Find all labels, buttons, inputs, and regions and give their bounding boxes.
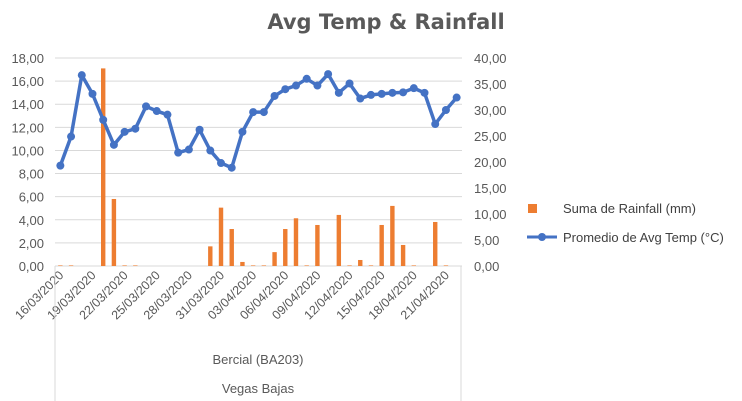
temp-marker xyxy=(217,159,226,168)
rainfall-bar xyxy=(208,246,213,266)
rainfall-bar xyxy=(390,205,395,266)
right-axis-tick-label: 30,00 xyxy=(474,103,507,118)
temp-marker xyxy=(88,89,97,98)
rainfall-bar xyxy=(443,265,449,266)
temp-marker xyxy=(388,88,397,97)
rainfall-bar xyxy=(411,265,417,266)
legend-rainfall-swatch xyxy=(528,204,537,213)
temp-marker xyxy=(174,148,183,157)
right-axis-tick-label: 40,00 xyxy=(474,51,507,66)
temp-marker xyxy=(356,94,365,103)
temp-marker xyxy=(184,145,193,154)
temp-marker xyxy=(313,81,322,90)
temp-marker xyxy=(291,81,300,90)
left-axis-tick-label: 12,00 xyxy=(11,120,44,135)
rainfall-bar xyxy=(250,265,256,266)
temp-marker xyxy=(77,71,86,80)
left-axis-tick-label: 4,00 xyxy=(19,213,44,228)
right-axis-tick-label: 20,00 xyxy=(474,155,507,170)
left-axis-tick-label: 6,00 xyxy=(19,190,44,205)
legend-temp-marker xyxy=(538,233,546,241)
temp-marker xyxy=(334,88,343,97)
left-axis-tick-label: 14,00 xyxy=(11,97,44,112)
rainfall-bar xyxy=(58,265,63,266)
temp-marker xyxy=(238,127,247,136)
rainfall-bar xyxy=(240,261,245,266)
rainfall-bar xyxy=(304,265,309,266)
temp-marker xyxy=(56,161,65,170)
right-axis-tick-label: 5,00 xyxy=(474,233,499,248)
temp-marker xyxy=(206,146,215,155)
rainfall-bar xyxy=(272,252,277,266)
right-axis-tick-label: 25,00 xyxy=(474,129,507,144)
left-axis-tick-label: 10,00 xyxy=(11,143,44,158)
left-axis-tick-label: 18,00 xyxy=(11,51,44,66)
rainfall-bar xyxy=(336,214,342,266)
right-axis-tick-label: 0,00 xyxy=(474,259,499,274)
group-label-station: Bercial (BA203) xyxy=(212,352,303,367)
rainfall-bar xyxy=(368,265,374,266)
rainfall-bar xyxy=(400,244,406,266)
legend-temp-label: Promedio de Avg Temp (°C) xyxy=(563,230,724,245)
rainfall-bar xyxy=(293,218,299,266)
rainfall-bar xyxy=(100,68,106,267)
rainfall-bar xyxy=(111,198,117,266)
rainfall-bar xyxy=(283,229,288,266)
temp-marker xyxy=(366,90,375,99)
rainfall-bar xyxy=(347,265,352,266)
right-axis-tick-label: 35,00 xyxy=(474,77,507,92)
temp-marker xyxy=(131,124,140,133)
temp-marker xyxy=(281,85,290,94)
temp-marker xyxy=(431,120,440,129)
legend-rainfall-label: Suma de Rainfall (mm) xyxy=(563,201,696,216)
rainfall-bar xyxy=(358,259,363,266)
temp-marker xyxy=(345,79,354,88)
legend: Suma de Rainfall (mm) Promedio de Avg Te… xyxy=(527,201,724,245)
temp-marker xyxy=(142,102,151,111)
temp-marker xyxy=(99,115,108,124)
temp-marker xyxy=(441,106,450,114)
left-axis-tick-label: 2,00 xyxy=(19,236,44,251)
left-axis-tick-label: 8,00 xyxy=(19,167,44,182)
temp-marker xyxy=(120,127,129,136)
temp-marker xyxy=(420,88,429,97)
group-label-region: Vegas Bajas xyxy=(222,381,295,396)
right-axis-tick-label: 15,00 xyxy=(474,181,507,196)
rainfall-bar xyxy=(379,224,384,266)
temp-marker xyxy=(259,108,268,117)
left-axis-tick-label: 0,00 xyxy=(19,259,44,274)
chart-title: Avg Temp & Rainfall xyxy=(267,10,504,34)
temp-marker xyxy=(249,108,258,117)
temp-marker xyxy=(227,163,236,172)
temp-marker xyxy=(399,88,408,97)
rainfall-bar xyxy=(315,224,320,266)
temp-marker xyxy=(67,132,76,141)
rainfall-bar xyxy=(68,265,74,266)
temp-marker xyxy=(409,84,418,93)
temp-marker xyxy=(270,91,279,100)
temp-marker xyxy=(195,125,204,134)
left-axis-tick-label: 16,00 xyxy=(11,74,44,89)
rainfall-bar xyxy=(122,265,127,266)
temp-marker xyxy=(324,70,333,79)
temp-marker xyxy=(109,140,118,149)
rainfall-bar xyxy=(433,221,438,266)
temp-marker xyxy=(452,93,461,102)
rainfall-bar xyxy=(133,265,138,266)
temp-marker xyxy=(377,89,386,98)
temp-marker xyxy=(163,110,172,119)
temp-marker xyxy=(152,107,161,116)
right-axis-tick-label: 10,00 xyxy=(474,207,507,222)
rainfall-bar xyxy=(261,265,267,266)
temp-line xyxy=(58,72,458,170)
temp-marker xyxy=(302,74,311,83)
rainfall-bar xyxy=(218,207,224,266)
rainfall-bar xyxy=(229,229,234,266)
